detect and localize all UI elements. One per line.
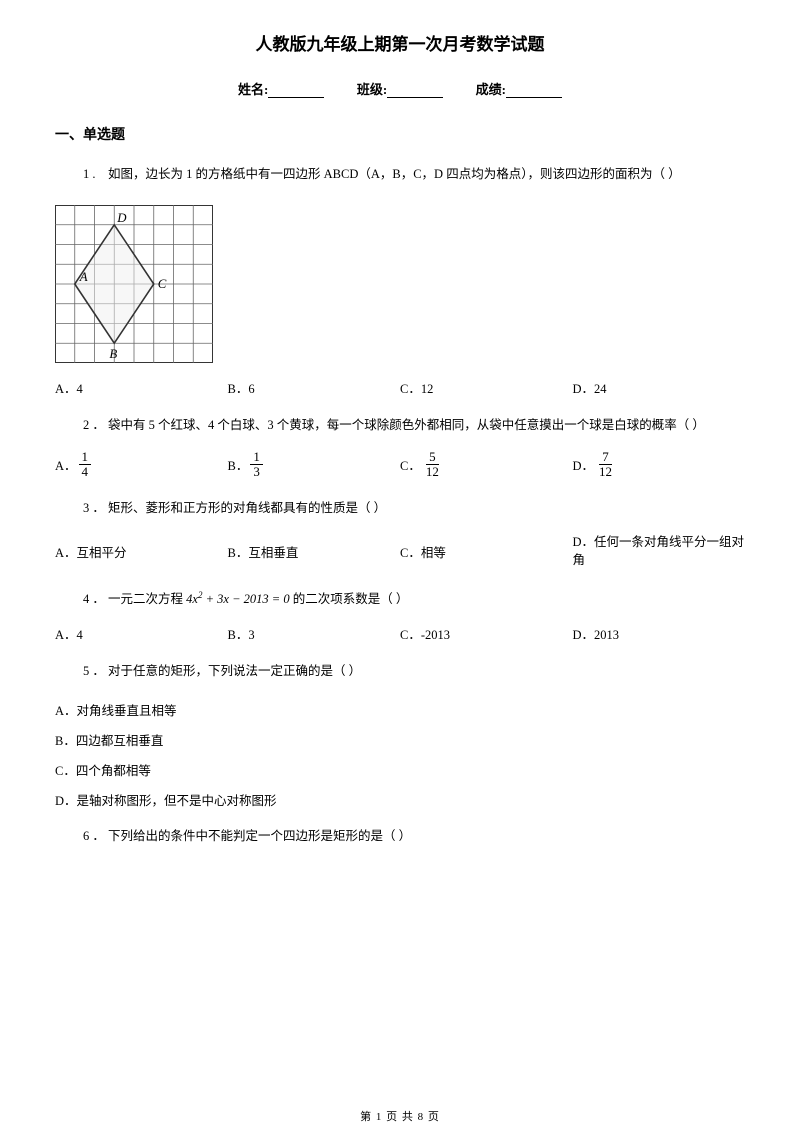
label-C: C [158, 277, 167, 291]
q5-opt-c: C．四个角都相等 [55, 756, 745, 786]
question-4: 4 ． 一元二次方程 4x2 + 3x − 2013 = 0 的二次项系数是（ … [55, 586, 745, 612]
q4-opt-b: B．3 [228, 624, 401, 643]
q5-opt-a: A．对角线垂直且相等 [55, 696, 745, 726]
q6-text: 下列给出的条件中不能判定一个四边形是矩形的是（ ） [108, 829, 411, 843]
q1-grid: A B C D [55, 205, 213, 363]
q2-options: A． 14 B． 13 C． 512 D． 712 [55, 450, 745, 480]
q2-opt-b: B． 13 [228, 450, 401, 480]
label-A: A [79, 270, 88, 284]
score-blank [506, 84, 562, 98]
q3-options: A．互相平分 B．互相垂直 C．相等 D．任何一条对角线平分一组对角 [55, 533, 745, 571]
info-line: 姓名: 班级: 成绩: [55, 79, 745, 98]
q5-text: 对于任意的矩形，下列说法一定正确的是（ ） [108, 664, 361, 678]
q4-options: A．4 B．3 C．-2013 D．2013 [55, 624, 745, 643]
q4-text-pre: 一元二次方程 [108, 592, 183, 606]
name-blank [268, 84, 324, 98]
q3-text: 矩形、菱形和正方形的对角线都具有的性质是（ ） [108, 501, 386, 515]
question-1: 1 . 如图，边长为 1 的方格纸中有一四边形 ABCD（A，B，C，D 四点均… [55, 162, 745, 187]
q4-eq: 4x2 + 3x − 2013 = 0 [186, 592, 289, 606]
q3-opt-c: C．相等 [400, 533, 573, 571]
q5-num: 5 ． [83, 664, 105, 678]
q1-num: 1 . [83, 167, 96, 181]
question-3: 3 ． 矩形、菱形和正方形的对角线都具有的性质是（ ） [55, 496, 745, 521]
question-6: 6 ． 下列给出的条件中不能判定一个四边形是矩形的是（ ） [55, 824, 745, 849]
section-header: 一、单选题 [55, 124, 745, 144]
q1-options: A．4 B．6 C．12 D．24 [55, 378, 745, 397]
q2-text: 袋中有 5 个红球、4 个白球、3 个黄球，每一个球除颜色外都相同，从袋中任意摸… [108, 418, 705, 432]
class-blank [387, 84, 443, 98]
question-5: 5 ． 对于任意的矩形，下列说法一定正确的是（ ） [55, 659, 745, 684]
q1-opt-b: B．6 [228, 378, 401, 397]
q5-opt-b: B．四边都互相垂直 [55, 726, 745, 756]
q3-opt-b: B．互相垂直 [228, 533, 401, 571]
q1-opt-c: C．12 [400, 378, 573, 397]
q5-options: A．对角线垂直且相等 B．四边都互相垂直 C．四个角都相等 D．是轴对称图形，但… [55, 696, 745, 816]
q1-text: 如图，边长为 1 的方格纸中有一四边形 ABCD（A，B，C，D 四点均为格点）… [108, 167, 681, 181]
page-footer: 第 1 页 共 8 页 [0, 1108, 800, 1124]
q4-opt-a: A．4 [55, 624, 228, 643]
q4-num: 4 ． [83, 592, 105, 606]
label-B: B [109, 347, 117, 361]
q4-text-post: 的二次项系数是（ ） [293, 592, 409, 606]
q2-num: 2 ． [83, 418, 105, 432]
q2-opt-a: A． 14 [55, 450, 228, 480]
q3-opt-a: A．互相平分 [55, 533, 228, 571]
q1-opt-a: A．4 [55, 378, 228, 397]
q2-opt-c: C． 512 [400, 450, 573, 480]
q4-opt-d: D．2013 [573, 624, 746, 643]
q3-opt-d: D．任何一条对角线平分一组对角 [573, 533, 746, 571]
page-title: 人教版九年级上期第一次月考数学试题 [55, 30, 745, 55]
name-label: 姓名: [238, 82, 268, 97]
q5-opt-d: D．是轴对称图形，但不是中心对称图形 [55, 786, 745, 816]
question-2: 2 ． 袋中有 5 个红球、4 个白球、3 个黄球，每一个球除颜色外都相同，从袋… [55, 413, 745, 438]
q4-opt-c: C．-2013 [400, 624, 573, 643]
q2-opt-d: D． 712 [573, 450, 746, 480]
q3-num: 3 ． [83, 501, 105, 515]
score-label: 成绩: [476, 82, 506, 97]
q6-num: 6 ． [83, 829, 105, 843]
q1-opt-d: D．24 [573, 378, 746, 397]
label-D: D [116, 211, 127, 225]
class-label: 班级: [357, 82, 387, 97]
